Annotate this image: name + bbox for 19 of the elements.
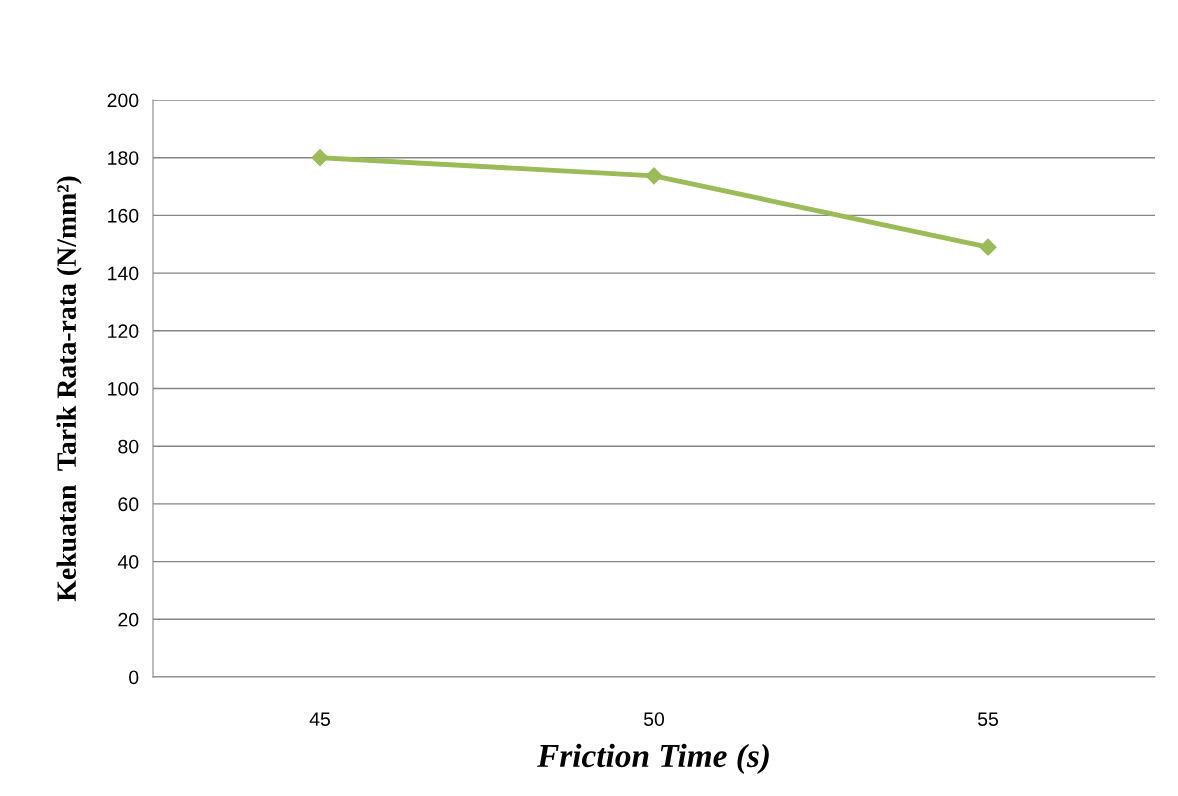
y-tick-label: 0 xyxy=(129,670,139,685)
y-axis-title: Kekuatan Tarik Rata-rata (N/mm²) xyxy=(56,176,82,602)
y-tick-label: 40 xyxy=(117,555,139,569)
y-tick-label: 120 xyxy=(108,324,139,339)
x-tick-label: 55 xyxy=(977,712,998,726)
x-tick-label: 50 xyxy=(643,712,665,726)
y-tick-label: 180 xyxy=(108,151,139,165)
y-tick-label: 20 xyxy=(118,612,139,627)
point xyxy=(311,149,329,167)
x-tick-label: 45 xyxy=(309,712,330,726)
y-tick-label: 140 xyxy=(108,266,139,281)
y-tick-label: 160 xyxy=(108,208,139,223)
y-tick-label: 200 xyxy=(107,93,139,108)
point xyxy=(645,167,663,185)
y-tick-label: 80 xyxy=(118,439,139,454)
y-tick-label: 60 xyxy=(118,497,139,512)
point xyxy=(979,238,997,256)
x-axis-title: Friction Time (s) xyxy=(537,743,769,774)
y-tick-label: 100 xyxy=(108,381,139,396)
